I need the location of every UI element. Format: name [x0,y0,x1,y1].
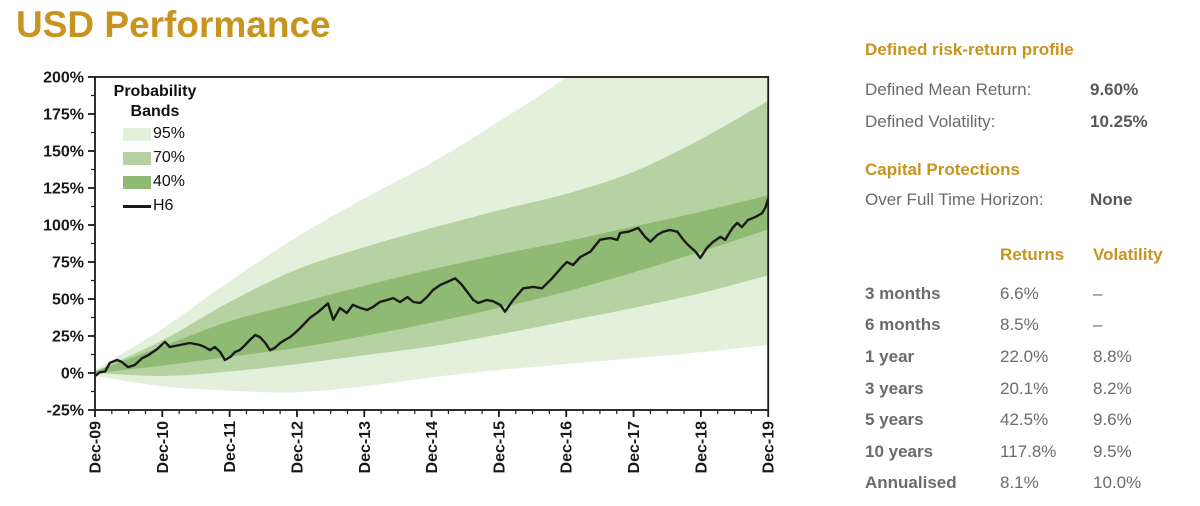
table-row: 1 year 22.0% 8.8% [865,341,1195,373]
protection-value: None [1090,190,1133,209]
mean-return-value: 9.60% [1090,80,1139,99]
y-axis-label: 175% [43,107,84,124]
x-axis-label: Dec-14 [424,421,441,474]
row-value: 8.1% [1000,473,1039,493]
x-axis-label: Dec-13 [357,421,374,474]
x-axis-label: Dec-19 [761,421,778,474]
y-axis-label: 75% [52,255,84,272]
band-70-swatch-icon [123,151,151,165]
y-axis-label: 50% [52,292,84,309]
row-value: 10.0% [1093,473,1142,493]
chart-legend: Probability Bands 95% 70% 40% H6 [103,82,233,218]
band-95-swatch-icon [123,127,151,141]
legend-title: Probability Bands [113,83,197,120]
row-value: – [1093,315,1103,335]
row-label: 1 year [865,346,915,366]
x-axis-label: Dec-15 [491,421,508,474]
column-header: Returns [1000,245,1065,264]
x-axis-label: Dec-11 [222,421,239,473]
row-label: 6 months [865,315,941,335]
volatility-row: Defined Volatility: 10.25% [865,112,1148,131]
profile-heading: Defined risk-return profile [865,40,1074,59]
h6-line-swatch-icon [123,204,151,208]
row-value: 9.6% [1093,410,1132,430]
table-row: 3 months 6.6% – [865,278,1195,310]
x-axis-label: Dec-17 [626,421,643,474]
legend-item-40: 40% [103,170,233,194]
mean-return-row: Defined Mean Return: 9.60% [865,80,1139,99]
column-header: Volatility [1093,245,1163,264]
row-value: 9.5% [1093,441,1132,461]
x-axis-label: Dec-10 [155,421,172,474]
legend-item-70: 70% [103,146,233,170]
row-value: – [1093,283,1103,303]
y-axis-label: 200% [43,70,84,87]
row-value: 117.8% [1000,441,1057,461]
row-value: 6.6% [1000,283,1039,303]
x-axis-label: Dec-18 [693,421,710,474]
row-value: 8.2% [1093,378,1132,398]
row-label: 3 years [865,378,924,398]
protections-heading: Capital Protections [865,160,1020,179]
legend-item-95: 95% [103,122,233,146]
row-value: 22.0% [1000,346,1049,366]
row-label: Annualised [865,473,957,493]
row-label: 10 years [865,441,934,461]
x-axis-label: Dec-09 [88,421,105,474]
y-axis-label: -25% [47,403,84,420]
probability-bands-chart: -25% 0% 25% 50% 75% 100% 125% 150% 175% 200% Dec-0… [43,70,778,474]
y-axis-label: 100% [43,218,84,235]
row-value: 8.5% [1000,315,1039,335]
table-row: Annualised 8.1% 10.0% [865,468,1195,500]
row-value: 8.8% [1093,346,1132,366]
table-row: 3 years 20.1% 8.2% [865,373,1195,405]
protection-row: Over Full Time Horizon: None [865,190,1133,209]
y-axis-label: 150% [43,144,84,161]
returns-volatility-table: Returns Volatility 3 months 6.6% – 6 months 8.… [865,240,1195,499]
profile-rows: Defined Mean Return: 9.60% Defined Volat… [865,74,1195,138]
table-row: 10 years 117.8% 9.5% [865,436,1195,468]
x-axis-label: Dec-12 [289,421,306,474]
row-value: 42.5% [1000,410,1049,430]
x-axis-label: Dec-16 [559,421,576,474]
defined-volatility-value: 10.25% [1090,112,1148,131]
legend-item-h6: H6 [103,194,233,218]
band-70 [95,100,769,377]
table-row: 6 months 8.5% – [865,310,1195,342]
row-value: 20.1% [1000,378,1049,398]
band-40-swatch-icon [123,175,151,189]
row-label: 3 months [865,283,941,303]
y-axis-label: 0% [61,366,84,383]
page-title: USD Performance [16,4,331,45]
y-axis-label: 125% [43,181,84,198]
row-label: 5 years [865,410,924,430]
table-header-row: Returns Volatility [865,240,1195,270]
y-axis-label: 25% [52,329,84,346]
table-row: 5 years 42.5% 9.6% [865,404,1195,436]
h6-series-line [95,198,769,377]
